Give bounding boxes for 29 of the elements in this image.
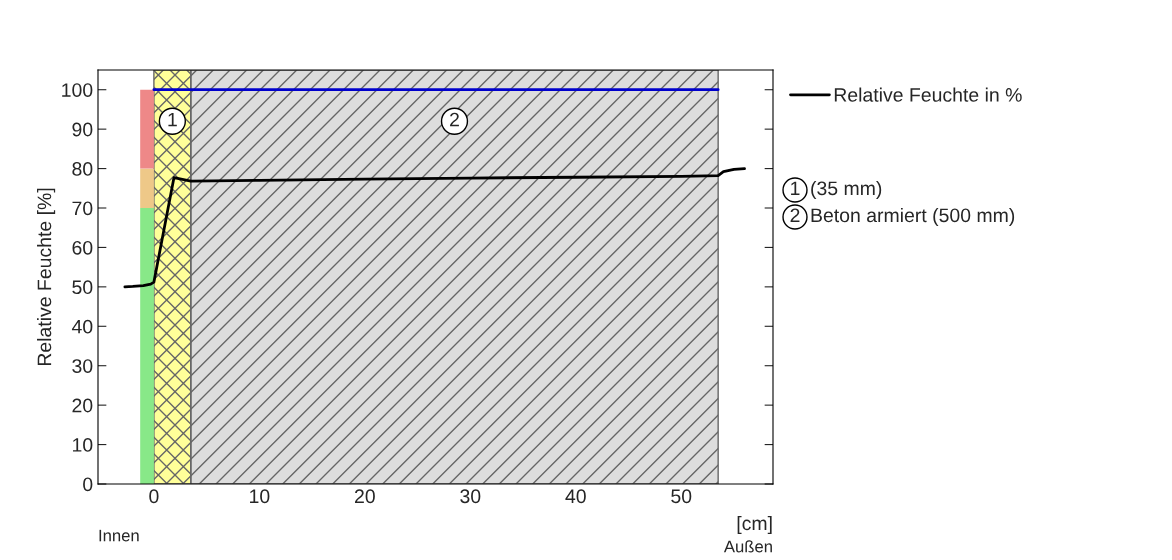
y-tick-label: 20 — [72, 398, 93, 413]
y-tick-label: 10 — [73, 438, 93, 452]
bar — [140, 89, 154, 169]
y-tick-label: 80 — [72, 162, 93, 176]
y-tick-label: 40 — [71, 319, 93, 334]
y-tick-label: 60 — [72, 240, 93, 255]
text: Außen — [723, 540, 772, 553]
band-label: 2 — [450, 112, 459, 127]
y-tick-label: 50 — [72, 280, 93, 295]
line-series — [123, 167, 746, 289]
legend-label: Relative Feuchte in % — [834, 87, 1022, 102]
x-tick-label: 10 — [250, 489, 270, 504]
x-tick-label: 30 — [460, 489, 481, 504]
y-tick-label: 100 — [62, 83, 93, 97]
text: Innen — [99, 529, 139, 542]
band-label: 1 — [168, 112, 177, 127]
y-tick-label: 90 — [72, 122, 93, 137]
bar — [140, 168, 154, 208]
y-tick-label: 30 — [72, 359, 93, 373]
text: 2 Beton armiert (500 mm) — [790, 207, 1015, 227]
x-tick-label: 50 — [671, 489, 692, 504]
x-tick-label: 40 — [565, 489, 586, 504]
y-axis-title: Relative Feuchte [%] — [37, 188, 56, 366]
y-tick-label: 0 — [83, 477, 93, 492]
y-tick-label: 70 — [72, 201, 93, 216]
x-tick-label: 20 — [355, 489, 375, 504]
x-axis-title: [cm] — [737, 515, 772, 535]
text: 1 (35 mm) — [791, 180, 882, 200]
x-tick-label: 0 — [149, 489, 159, 504]
